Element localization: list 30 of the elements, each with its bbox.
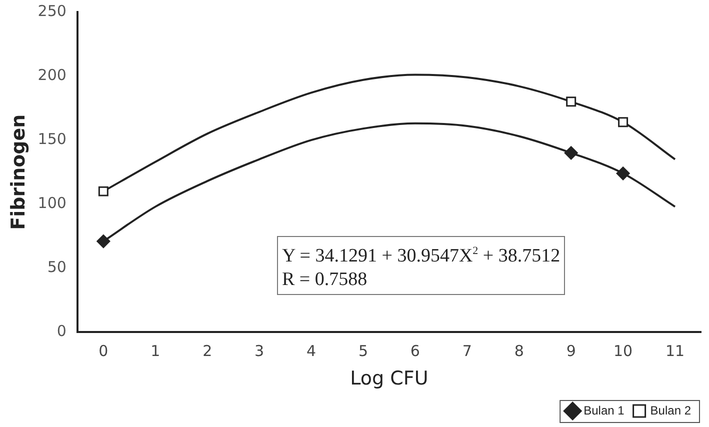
y-tick-label: 200: [38, 66, 66, 84]
y-tick-label: 50: [47, 258, 66, 276]
y-tick-label: 0: [56, 322, 66, 340]
annotation: R = 0.7588: [282, 268, 368, 292]
point: [564, 146, 578, 160]
x-tick-label: 7: [462, 342, 472, 360]
y-tick-label: 150: [38, 130, 66, 148]
point: [566, 96, 576, 107]
y-axis-title: Fibrinogen: [7, 114, 30, 230]
x-tick-label: 10: [614, 342, 633, 360]
x-tick-label: 11: [665, 342, 685, 360]
x-tick-label: 4: [306, 342, 316, 360]
y-tick-label: 100: [38, 194, 66, 212]
x-tick-label: 2: [202, 342, 212, 360]
point: [96, 234, 110, 248]
x-tick-label: 6: [410, 342, 420, 360]
y-tick-label: 250: [38, 2, 66, 20]
x-tick-label: 1: [150, 342, 160, 360]
point: [616, 166, 630, 180]
x-tick-label: 3: [254, 342, 264, 360]
x-tick-label: 8: [514, 342, 524, 360]
point: [98, 186, 108, 196]
x-tick-label: 5: [358, 342, 368, 360]
legend-label: Bulan 2: [650, 403, 692, 418]
x-axis-title: Log CFU: [350, 368, 428, 390]
x-tick-label: 9: [566, 342, 576, 360]
point: [618, 117, 628, 128]
annotation: Y = 34.1291 + 30.9547X$^{2}$ + 38.7512: [282, 244, 560, 268]
legend-label: Bulan 1: [584, 403, 625, 418]
x-tick-label: 0: [98, 342, 108, 360]
